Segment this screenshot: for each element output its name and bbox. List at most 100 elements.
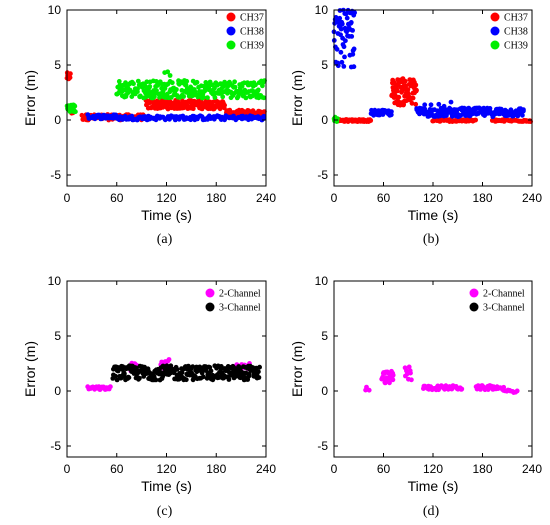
- data-point: [389, 109, 394, 114]
- y-tick-label: 10: [315, 3, 329, 17]
- panel-label: (d): [423, 504, 440, 519]
- data-point: [351, 46, 357, 52]
- x-tick-label: 60: [110, 191, 124, 205]
- data-point: [194, 79, 200, 85]
- legend-marker: [490, 26, 500, 36]
- data-point: [135, 78, 141, 84]
- x-tick-label: 180: [472, 462, 492, 476]
- data-point: [422, 102, 428, 108]
- y-tick-label: 5: [54, 329, 61, 343]
- data-point: [165, 69, 171, 75]
- data-point: [113, 373, 118, 379]
- series-ch39: [331, 114, 340, 124]
- legend-label: CH38: [504, 27, 528, 38]
- legend-marker: [226, 40, 236, 50]
- data-point: [341, 64, 347, 69]
- legend-marker: [469, 302, 479, 312]
- data-point: [167, 73, 173, 78]
- legend-marker: [205, 288, 215, 298]
- series-ch38: [85, 112, 267, 123]
- data-point: [261, 95, 267, 101]
- legend: CH37 CH38 CH39: [490, 12, 528, 52]
- legend-label: CH39: [240, 41, 264, 52]
- data-point: [205, 95, 210, 101]
- data-point: [108, 384, 113, 390]
- data-point: [232, 79, 238, 85]
- series-3-channel: [110, 363, 262, 383]
- data-point: [335, 63, 341, 69]
- x-axis-label: Time (s): [141, 207, 192, 223]
- legend-marker: [226, 12, 236, 22]
- data-point: [514, 388, 520, 394]
- data-point: [222, 102, 228, 108]
- data-point: [67, 75, 73, 80]
- x-tick-label: 0: [331, 191, 338, 205]
- data-point: [338, 49, 344, 55]
- data-point: [441, 103, 447, 109]
- data-point: [166, 357, 172, 362]
- data-point: [256, 369, 261, 375]
- x-tick-label: 60: [377, 462, 391, 476]
- data-point: [344, 15, 350, 21]
- x-axis-label: Time (s): [408, 207, 459, 223]
- series-ch38: [331, 7, 526, 120]
- data-point: [390, 377, 396, 383]
- data-point: [253, 82, 258, 88]
- data-point: [181, 94, 187, 99]
- x-tick-label: 180: [206, 462, 226, 476]
- data-point: [174, 87, 179, 92]
- data-point: [174, 367, 180, 372]
- y-tick-label: -5: [317, 168, 328, 182]
- x-tick-label: 120: [423, 462, 443, 476]
- data-points: [331, 7, 533, 124]
- data-point: [364, 384, 369, 390]
- data-point: [414, 87, 419, 93]
- data-point: [409, 100, 415, 106]
- data-point: [261, 113, 267, 119]
- data-point: [408, 370, 413, 376]
- data-point: [343, 38, 348, 44]
- legend-marker: [490, 40, 500, 50]
- data-point: [413, 101, 419, 107]
- data-point: [402, 78, 408, 84]
- data-point: [395, 88, 400, 94]
- data-point: [428, 102, 434, 108]
- data-point: [339, 21, 345, 27]
- data-points: [363, 364, 520, 395]
- data-point: [190, 364, 196, 370]
- data-point: [380, 374, 386, 380]
- x-tick-label: 0: [64, 191, 71, 205]
- data-point: [487, 106, 493, 111]
- legend: 2-Channel 3-Channel: [205, 288, 261, 314]
- axes-frame: [333, 9, 533, 187]
- data-point: [190, 106, 196, 112]
- data-point: [521, 107, 526, 112]
- series-2-channel: [363, 364, 520, 395]
- x-tick-label: 60: [110, 462, 124, 476]
- y-tick-label: 5: [321, 58, 328, 72]
- y-tick-label: -5: [317, 439, 328, 453]
- data-point: [256, 375, 262, 380]
- data-point: [208, 368, 214, 374]
- data-point: [183, 377, 189, 383]
- x-tick-label: 240: [256, 462, 276, 476]
- data-point: [212, 95, 218, 100]
- data-point: [126, 375, 132, 380]
- data-point: [409, 377, 414, 383]
- data-point: [129, 94, 135, 99]
- data-point: [199, 99, 205, 105]
- data-point: [184, 78, 190, 84]
- x-tick-label: 0: [64, 462, 71, 476]
- data-point: [368, 118, 374, 123]
- y-tick-label: 0: [321, 384, 328, 398]
- legend-label: CH39: [504, 41, 528, 52]
- legend-label: CH37: [504, 13, 528, 24]
- data-point: [387, 380, 392, 386]
- x-tick-label: 180: [206, 191, 226, 205]
- legend-label: 3-Channel: [219, 303, 261, 314]
- data-point: [459, 386, 465, 392]
- x-tick-label: 240: [256, 191, 276, 205]
- legend-label: 2-Channel: [219, 289, 261, 300]
